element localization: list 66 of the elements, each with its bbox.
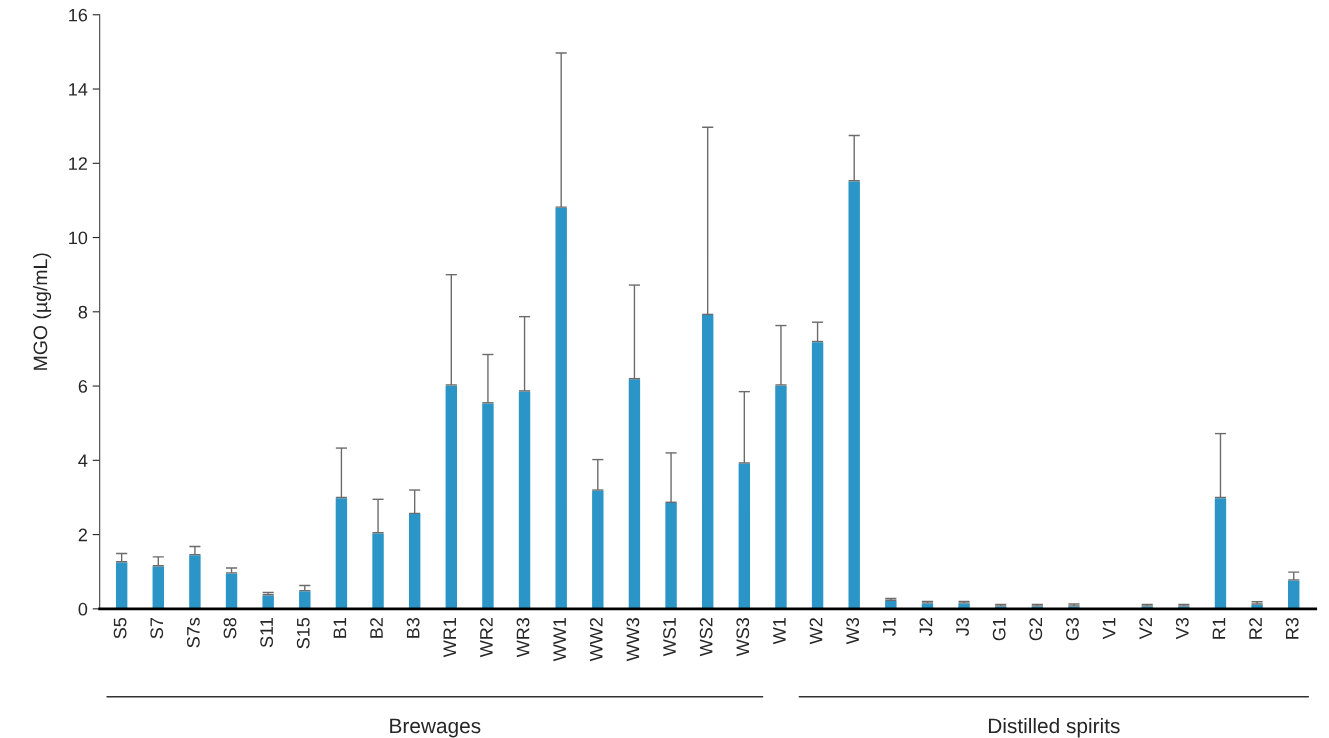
x-tick-label: S8 xyxy=(223,617,237,639)
y-tick-label: 6 xyxy=(78,380,88,393)
x-tick-label: J1 xyxy=(883,618,896,636)
x-tick-label: B2 xyxy=(370,618,383,638)
x-tick-label: V1 xyxy=(1102,618,1116,640)
bar xyxy=(224,572,239,609)
x-tick-label: R2 xyxy=(1249,618,1262,639)
bar xyxy=(1286,579,1301,609)
y-tick-label: 4 xyxy=(78,454,88,467)
bar xyxy=(407,512,422,609)
y-tick-label: 16 xyxy=(69,8,88,22)
bar xyxy=(810,340,825,609)
x-tick-label: WS3 xyxy=(736,617,750,657)
x-tick-label: WS1 xyxy=(663,618,676,657)
x-tick-label: S7 xyxy=(150,618,164,639)
bar xyxy=(847,180,862,609)
bar xyxy=(444,384,459,609)
x-tick-label: B1 xyxy=(333,618,347,638)
x-tick-label: J2 xyxy=(919,618,933,636)
bar xyxy=(151,565,166,609)
y-axis-title: MGO (µg/mL) xyxy=(33,253,52,370)
bar xyxy=(1213,496,1228,609)
x-tick-label: S5 xyxy=(113,617,127,639)
x-tick-label: S15 xyxy=(296,617,310,649)
bar xyxy=(590,489,605,609)
x-tick-label: R1 xyxy=(1212,618,1226,639)
bar xyxy=(663,501,679,609)
x-tick-label: V3 xyxy=(1175,617,1189,640)
bar xyxy=(480,402,496,609)
x-tick-label: W2 xyxy=(809,618,823,645)
bar xyxy=(554,206,569,609)
x-tick-label: WS2 xyxy=(699,618,713,657)
bar xyxy=(773,384,789,609)
bar xyxy=(334,496,349,609)
y-tick-label: 12 xyxy=(69,157,87,170)
x-tick-label: WR1 xyxy=(443,618,456,658)
y-tick-label: 14 xyxy=(69,83,88,96)
x-tick-label: R3 xyxy=(1285,617,1299,639)
x-tick-label: WR3 xyxy=(516,617,530,658)
text: Distilled spirits xyxy=(988,717,1120,738)
bar xyxy=(737,462,752,609)
x-tick-label: W3 xyxy=(846,617,860,645)
x-tick-label: B3 xyxy=(406,617,420,638)
y-tick-label: 2 xyxy=(78,528,87,542)
bar xyxy=(114,560,129,609)
x-tick-label: S7s xyxy=(186,617,200,648)
x-tick-label: G2 xyxy=(1029,618,1043,641)
y-tick-label: 8 xyxy=(78,305,88,319)
bar xyxy=(700,313,715,609)
x-tick-label: WR2 xyxy=(479,618,493,658)
x-tick-label: WW3 xyxy=(626,617,640,662)
bar xyxy=(517,390,532,609)
bar xyxy=(187,553,203,609)
x-tick-label: G1 xyxy=(992,618,1006,641)
x-tick-label: WW2 xyxy=(589,618,603,662)
x-tick-label: WW1 xyxy=(553,618,566,662)
y-tick-label: 10 xyxy=(69,231,88,245)
y-tick-label: 0 xyxy=(78,602,88,616)
x-tick-label: J3 xyxy=(956,617,969,636)
x-tick-label: V2 xyxy=(1139,618,1152,640)
bar xyxy=(370,532,386,609)
bar xyxy=(627,377,642,609)
x-tick-label: S11 xyxy=(260,618,274,648)
x-tick-label: W1 xyxy=(773,618,786,645)
text: Brewages xyxy=(390,718,481,738)
x-tick-label: G3 xyxy=(1066,617,1079,641)
